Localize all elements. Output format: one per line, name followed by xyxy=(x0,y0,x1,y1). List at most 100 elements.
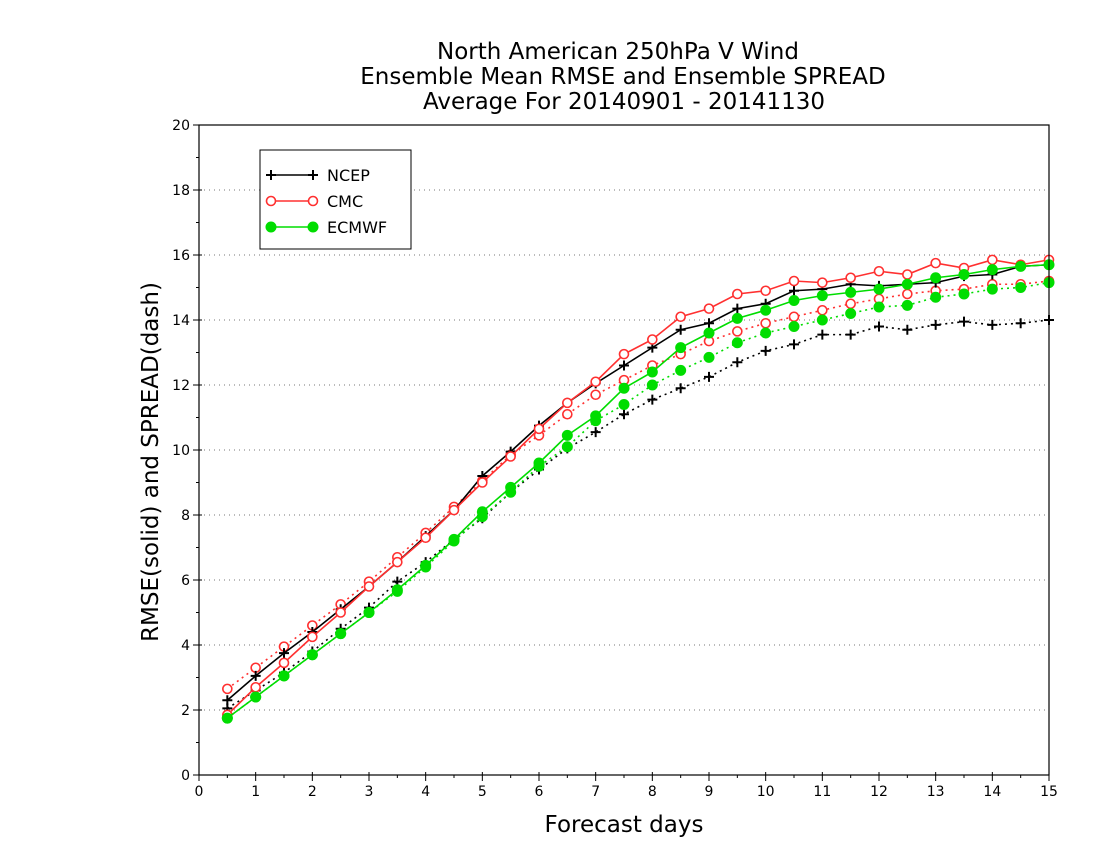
ncep-rmse-point xyxy=(675,324,686,335)
cmc-rmse-point xyxy=(590,376,601,388)
ecmwf-rmse-point xyxy=(845,286,857,298)
cmc-rmse-point xyxy=(335,607,346,618)
ecmwf-rmse-point xyxy=(250,691,262,703)
ecmwf-spread-point xyxy=(561,441,573,453)
ecmwf-rmse-point xyxy=(505,481,517,493)
x-tick-label-15: 15 xyxy=(1040,784,1058,800)
ncep-spread-point xyxy=(817,329,828,340)
cmc-rmse-point xyxy=(873,265,885,277)
x-axis-label: Forecast days xyxy=(545,812,704,838)
ecmwf-spread-point xyxy=(760,327,772,339)
x-tick-label-1: 1 xyxy=(251,784,260,800)
cmc-rmse-point xyxy=(562,397,573,409)
cmc-rmse-point xyxy=(363,581,375,592)
ecmwf-rmse-point xyxy=(816,290,828,302)
legend-marker-end-ecmwf xyxy=(307,221,319,233)
ecmwf-rmse-point xyxy=(448,533,460,545)
ecmwf-spread-point xyxy=(816,314,828,326)
ncep-spread-point xyxy=(732,357,743,368)
ecmwf-rmse-point xyxy=(590,410,602,422)
cmc-rmse-point xyxy=(675,311,686,323)
x-tick-label-4: 4 xyxy=(421,784,430,800)
y-tick-label-2: 2 xyxy=(181,703,190,719)
chart-title: North American 250hPa V Wind Ensemble Me… xyxy=(360,39,885,115)
ncep-spread-point xyxy=(789,339,799,350)
cmc-rmse-point xyxy=(732,288,743,300)
cmc-rmse-point xyxy=(647,334,658,345)
x-tick-label-5: 5 xyxy=(478,784,487,800)
ecmwf-spread-line xyxy=(226,281,1050,719)
ncep-spread-point xyxy=(704,371,714,382)
cmc-rmse-point xyxy=(505,451,516,462)
ecmwf-rmse-point xyxy=(731,312,743,324)
cmc-rmse-point xyxy=(788,275,800,287)
cmc-spread-point xyxy=(902,288,913,300)
x-tick-label-8: 8 xyxy=(648,784,657,800)
ecmwf-rmse-point xyxy=(335,628,347,640)
ecmwf-spread-point xyxy=(986,283,998,295)
ncep-spread-point xyxy=(987,319,998,330)
y-tick-label-4: 4 xyxy=(181,638,190,654)
ecmwf-spread-point xyxy=(788,321,800,332)
ncep-spread-point xyxy=(619,409,629,420)
ncep-rmse-point xyxy=(279,648,289,659)
ncep-rmse-point xyxy=(732,303,743,314)
cmc-rmse-series xyxy=(222,254,1055,721)
ncep-spread-point xyxy=(845,329,856,340)
ncep-spread-point xyxy=(930,319,941,330)
ecmwf-spread-point xyxy=(1015,282,1027,293)
ecmwf-spread-point xyxy=(901,299,913,311)
ncep-rmse-point xyxy=(789,285,799,296)
ecmwf-rmse-point xyxy=(533,457,545,469)
cmc-rmse-point xyxy=(760,285,771,297)
ecmwf-rmse-point xyxy=(873,283,885,295)
ecmwf-spread-point xyxy=(873,301,885,313)
cmc-rmse-point xyxy=(930,257,941,269)
axes xyxy=(193,124,1050,781)
cmc-rmse-point xyxy=(278,657,290,669)
ecmwf-rmse-point xyxy=(561,429,573,441)
ecmwf-rmse-point xyxy=(476,506,488,518)
ncep-spread-point xyxy=(1015,318,1026,329)
ecmwf-spread-series xyxy=(221,277,1055,724)
legend-label-ecmwf: ECMWF xyxy=(327,218,387,237)
ecmwf-spread-point xyxy=(618,399,630,410)
cmc-spread-point xyxy=(562,408,573,420)
cmc-spread-series xyxy=(222,275,1055,695)
cmc-rmse-point xyxy=(902,269,913,280)
x-tick-label-7: 7 xyxy=(591,784,600,800)
y-tick-label-10: 10 xyxy=(172,443,190,459)
ecmwf-rmse-point xyxy=(958,269,970,280)
ncep-rmse-point xyxy=(222,695,233,706)
cmc-spread-point xyxy=(732,326,743,337)
cmc-rmse-point xyxy=(987,254,998,266)
ecmwf-rmse-point xyxy=(1015,260,1027,272)
chart-title-line-2: Ensemble Mean RMSE and Ensemble SPREAD xyxy=(360,64,885,90)
x-tick-label-10: 10 xyxy=(757,784,775,800)
cmc-spread-point xyxy=(760,317,771,329)
legend-entry-cmc: CMC xyxy=(265,192,363,211)
ecmwf-spread-point xyxy=(958,288,970,300)
ecmwf-spread-point xyxy=(845,308,857,319)
ecmwf-spread-point xyxy=(930,291,942,303)
ncep-rmse-point xyxy=(704,318,714,329)
ecmwf-rmse-point xyxy=(760,304,772,316)
legend-marker-start-cmc xyxy=(265,195,277,207)
legend-marker-end-cmc xyxy=(307,195,319,207)
legend-label-cmc: CMC xyxy=(327,192,363,211)
y-tick-label-12: 12 xyxy=(172,378,190,394)
cmc-rmse-point xyxy=(420,532,431,544)
ecmwf-rmse-point xyxy=(420,559,432,571)
cmc-spread-line xyxy=(226,280,1050,690)
ecmwf-spread-point xyxy=(675,364,687,376)
ecmwf-spread-point xyxy=(731,337,743,349)
cmc-rmse-line xyxy=(226,259,1050,716)
ncep-rmse-point xyxy=(619,360,629,371)
ncep-spread-series xyxy=(222,315,1054,714)
cmc-rmse-point xyxy=(307,631,318,643)
x-tick-label-3: 3 xyxy=(365,784,374,800)
ecmwf-rmse-line xyxy=(226,263,1050,719)
legend-entry-ecmwf: ECMWF xyxy=(265,218,387,237)
cmc-rmse-point xyxy=(618,348,630,360)
cmc-spread-point xyxy=(788,311,800,323)
